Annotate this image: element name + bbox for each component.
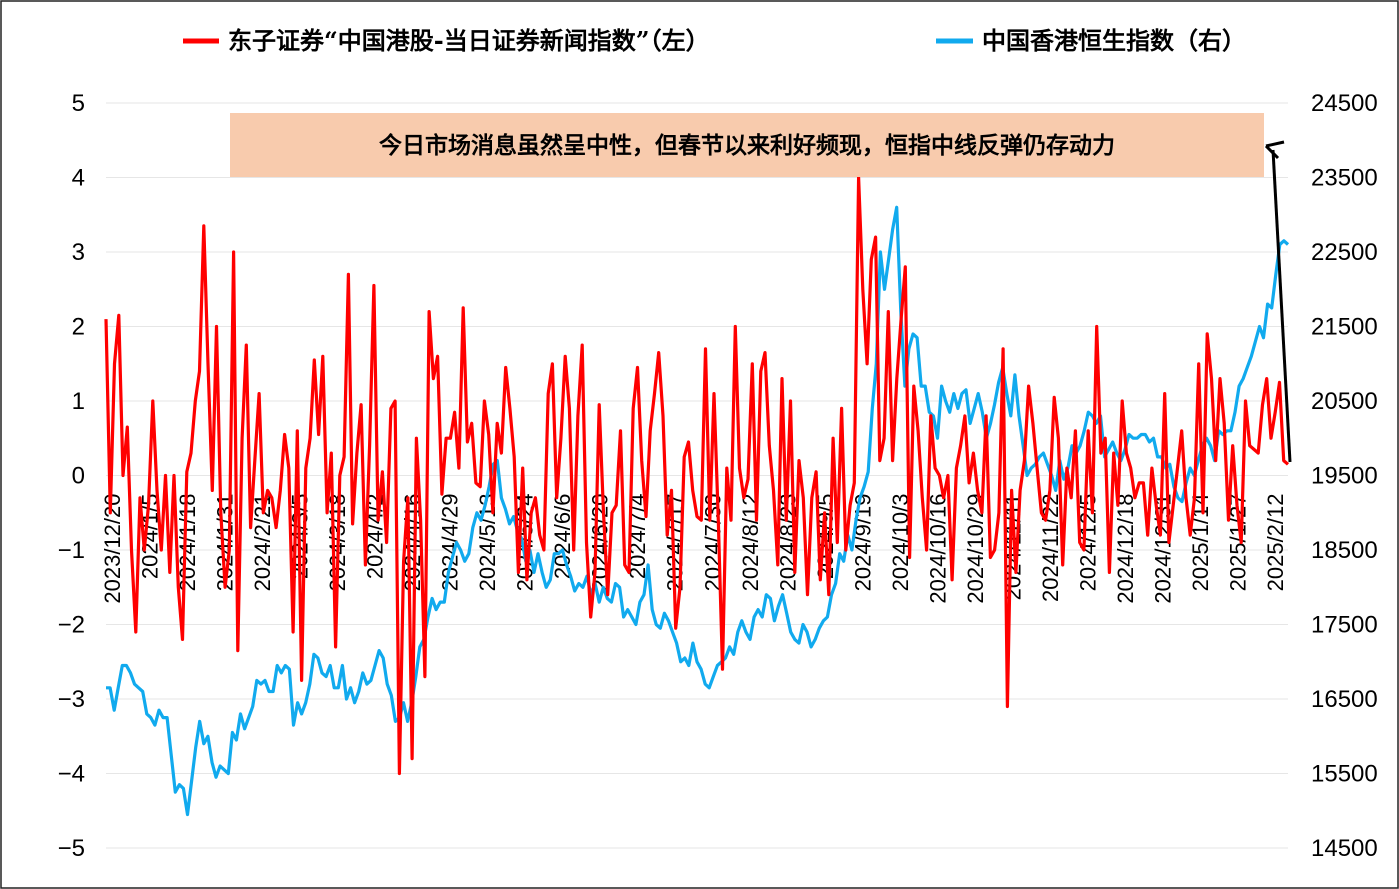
y-right-tick-label: 23500 <box>1311 165 1378 192</box>
y-right-tick-label: 16500 <box>1311 686 1378 713</box>
x-tick-label: 2024/12/18 <box>1113 494 1138 604</box>
y-left-tick-label: −2 <box>58 612 85 639</box>
y-left-tick-label: 3 <box>72 239 85 266</box>
x-tick-label: 2024/5/13 <box>475 493 500 591</box>
series-line-hang-seng <box>106 205 1290 817</box>
y-right-tick-label: 19500 <box>1311 463 1378 490</box>
annotation-arrow-line <box>1271 149 1292 463</box>
y-right-tick-label: 21500 <box>1311 314 1378 341</box>
x-tick-label: 2023/12/20 <box>100 494 125 604</box>
x-tick-label: 2024/10/29 <box>963 494 988 604</box>
annotation: 今日市场消息虽然呈中性，但春节以来利好频现，恒指中线反弹仍存动力 <box>230 113 1292 463</box>
y-left-tick-label: −1 <box>58 537 85 564</box>
annotation-arrowhead <box>1264 140 1285 160</box>
y-axis-left: 5 4 3 2 1 0 −1 −2 −3 −4 −5 <box>58 90 85 862</box>
y-left-tick-label: 4 <box>72 165 85 192</box>
y-left-tick-label: 2 <box>72 314 85 341</box>
x-tick-label: 2024/10/16 <box>925 494 950 604</box>
y-right-tick-label: 15500 <box>1311 761 1378 788</box>
y-right-tick-label: 14500 <box>1311 835 1378 862</box>
y-right-tick-label: 17500 <box>1311 612 1378 639</box>
x-tick-label: 2025/2/12 <box>1263 494 1288 592</box>
annotation-text: 今日市场消息虽然呈中性，但春节以来利好频现，恒指中线反弹仍存动力 <box>379 132 1115 159</box>
y-left-tick-label: 1 <box>72 388 85 415</box>
y-right-tick-label: 20500 <box>1311 388 1378 415</box>
y-right-tick-label: 22500 <box>1311 239 1378 266</box>
legend-label-news-index: 东子证券“中国港股-当日证券新闻指数”（左） <box>228 26 710 55</box>
y-left-tick-label: 0 <box>72 463 85 490</box>
legend: 东子证券“中国港股-当日证券新闻指数”（左） 中国香港恒生指数（右） <box>183 26 1246 55</box>
gridlines <box>106 102 1288 849</box>
y-axis-right: 24500 23500 22500 21500 20500 19500 18500 17500… <box>1311 90 1378 862</box>
y-right-tick-label: 24500 <box>1311 90 1378 117</box>
x-tick-label: 2024/8/12 <box>738 494 763 592</box>
y-right-tick-label: 18500 <box>1311 537 1378 564</box>
annotation-box <box>230 113 1264 177</box>
x-tick-label: 2024/7/30 <box>700 494 725 592</box>
y-left-tick-label: −5 <box>58 835 85 862</box>
series-lines <box>104 175 1290 817</box>
legend-label-hang-seng: 中国香港恒生指数（右） <box>982 26 1246 55</box>
y-left-tick-label: 5 <box>72 90 85 117</box>
series-line-news-index <box>104 175 1290 776</box>
y-left-tick-label: −3 <box>58 686 85 713</box>
x-tick-label: 2024/4/29 <box>438 493 463 591</box>
y-left-tick-label: −4 <box>58 761 85 788</box>
